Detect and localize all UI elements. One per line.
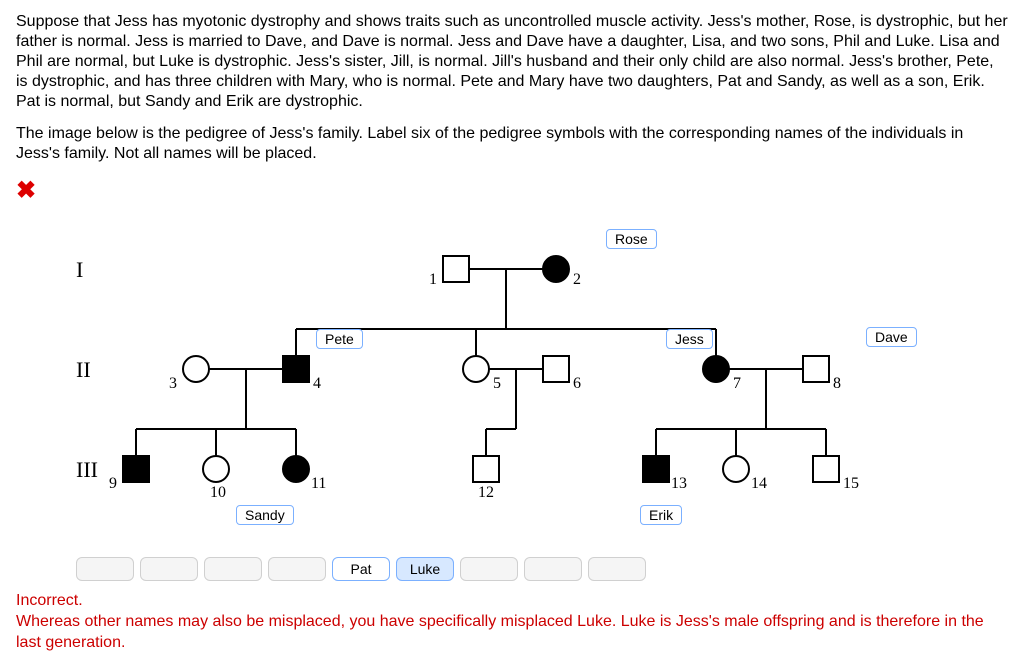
chip-luke[interactable]: Luke	[396, 557, 454, 581]
individual-number: 9	[109, 475, 117, 493]
pedigree-diagram: I II III Rose Pete Jess Dave Sandy Erik …	[16, 209, 976, 549]
incorrect-x-icon: ✖	[16, 176, 1008, 205]
label-erik[interactable]: Erik	[640, 505, 682, 525]
label-rose[interactable]: Rose	[606, 229, 657, 249]
individual-number: 4	[313, 375, 321, 393]
individual-number: 1	[429, 271, 437, 289]
individual-number: 5	[493, 375, 501, 393]
chip-pat[interactable]: Pat	[332, 557, 390, 581]
name-chip-tray: Pat Luke	[76, 557, 1008, 581]
empty-chip[interactable]	[140, 557, 198, 581]
generation-label-2: II	[76, 357, 91, 383]
empty-chip[interactable]	[588, 557, 646, 581]
label-dave[interactable]: Dave	[866, 327, 917, 347]
empty-chip[interactable]	[524, 557, 582, 581]
generation-label-1: I	[76, 257, 83, 283]
individual-number: 11	[311, 475, 326, 493]
label-jess[interactable]: Jess	[666, 329, 713, 349]
individual-number: 13	[671, 475, 687, 493]
individual-number: 10	[210, 484, 226, 502]
individual-number: 12	[478, 484, 494, 502]
empty-chip[interactable]	[76, 557, 134, 581]
individual-number: 7	[733, 375, 741, 393]
label-pete[interactable]: Pete	[316, 329, 363, 349]
label-sandy[interactable]: Sandy	[236, 505, 294, 525]
problem-paragraph-1: Suppose that Jess has myotonic dystrophy…	[16, 12, 1008, 112]
empty-chip[interactable]	[268, 557, 326, 581]
feedback-text: Incorrect. Whereas other names may also …	[16, 591, 1008, 653]
feedback-heading: Incorrect.	[16, 592, 83, 609]
empty-chip[interactable]	[460, 557, 518, 581]
individual-number: 2	[573, 271, 581, 289]
individual-number: 15	[843, 475, 859, 493]
individual-number: 3	[169, 375, 177, 393]
individual-number: 6	[573, 375, 581, 393]
individual-number: 14	[751, 475, 767, 493]
generation-label-3: III	[76, 457, 98, 483]
empty-chip[interactable]	[204, 557, 262, 581]
individual-number: 8	[833, 375, 841, 393]
problem-paragraph-2: The image below is the pedigree of Jess'…	[16, 124, 1008, 164]
